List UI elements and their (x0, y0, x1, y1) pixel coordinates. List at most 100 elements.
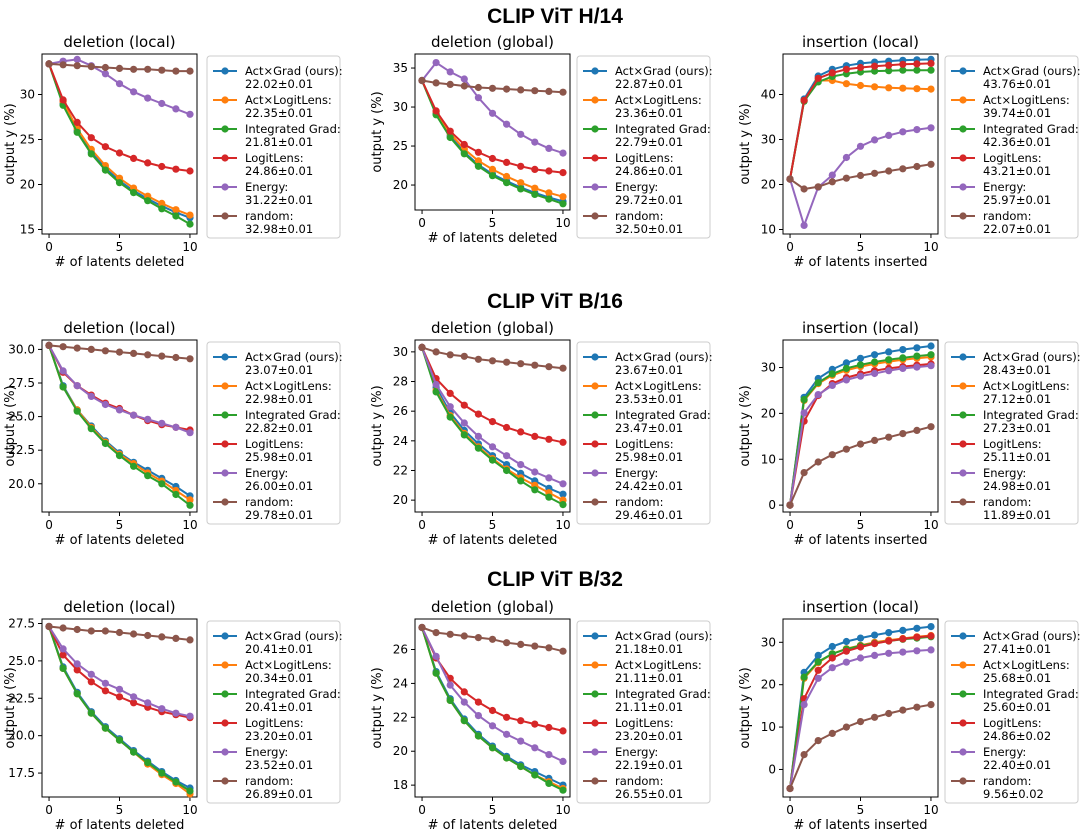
data-point (559, 169, 567, 177)
data-point (828, 381, 836, 389)
legend-score: 25.98±0.01 (615, 450, 683, 464)
x-axis-label: # of latents deleted (55, 533, 185, 548)
legend-score: 25.68±0.01 (983, 671, 1051, 685)
data-point (144, 415, 152, 423)
legend-score: 27.12±0.01 (983, 392, 1051, 406)
data-point (460, 698, 468, 706)
data-point (899, 706, 907, 714)
data-point (144, 351, 152, 359)
data-point (913, 344, 921, 352)
y-tick-label: 10 (761, 452, 776, 466)
data-point (927, 85, 935, 93)
data-point (73, 666, 81, 674)
legend-swatch-marker (591, 125, 599, 133)
legend-label: Integrated Grad: (983, 687, 1079, 701)
data-point (460, 140, 468, 149)
data-point (73, 55, 81, 64)
legend-label: LogitLens: (615, 151, 674, 165)
legend-score: 32.98±0.01 (245, 222, 313, 236)
legend-swatch-marker (591, 440, 599, 448)
data-point (101, 143, 109, 151)
legend-swatch-marker (221, 154, 229, 162)
legend-score: 25.98±0.01 (245, 450, 313, 464)
chart-title: deletion (global) (431, 598, 554, 616)
legend-label: Act×Grad (ours): (615, 350, 713, 364)
legend-label: LogitLens: (983, 716, 1042, 730)
data-point (87, 678, 95, 686)
data-point (503, 179, 511, 187)
data-point (460, 75, 468, 83)
data-point (144, 472, 152, 480)
data-point (517, 86, 525, 94)
legend-swatch-marker (591, 690, 599, 698)
legend-label: Act×Grad (ours): (983, 64, 1080, 78)
data-point (842, 153, 851, 162)
data-point (488, 357, 497, 365)
data-point (446, 696, 454, 705)
legend-label: LogitLens: (245, 716, 304, 730)
legend-swatch-marker (959, 690, 967, 698)
data-point (432, 348, 440, 356)
legend-score: 22.35±0.01 (245, 106, 313, 120)
chart-panel-9: insertion (local) 0 5 10 0 10 20 30 # of latents… (738, 598, 1080, 833)
data-point (488, 172, 497, 180)
legend-label: Act×LogitLens: (983, 379, 1070, 393)
data-point (87, 627, 95, 635)
legend-score: 23.67±0.01 (615, 363, 683, 377)
legend-swatch-marker (591, 67, 599, 75)
chart-panel-6: insertion (local) 0 5 10 0 10 20 30 # of latents… (738, 319, 1080, 548)
x-tick-label: 10 (182, 240, 197, 254)
data-point (73, 690, 81, 698)
legend-score: 22.79±0.01 (615, 135, 683, 149)
data-point (545, 363, 553, 371)
x-tick-label: 5 (116, 518, 124, 532)
data-point (545, 167, 553, 175)
legend: Act×Grad (ours):27.41±0.01 Act×LogitLens:… (944, 620, 1080, 804)
data-point (503, 423, 511, 432)
data-point (828, 451, 836, 459)
legend-label: Integrated Grad: (245, 122, 341, 136)
data-point (186, 787, 194, 795)
data-point (856, 361, 865, 369)
legend-label: Integrated Grad: (245, 687, 341, 701)
data-point (503, 172, 511, 181)
data-point (488, 456, 497, 464)
data-point (927, 160, 935, 168)
y-tick-label: 15 (20, 223, 35, 237)
y-tick-label: 27.5 (8, 616, 35, 630)
data-point (913, 363, 921, 371)
data-point (913, 426, 921, 434)
data-point (59, 664, 67, 673)
data-point (87, 425, 95, 433)
data-point (885, 356, 893, 364)
legend-score: 24.42±0.01 (615, 479, 683, 493)
data-point (814, 379, 822, 387)
data-point (828, 729, 836, 738)
data-point (517, 762, 525, 771)
data-point (828, 178, 836, 186)
data-point (899, 364, 907, 372)
data-point (446, 351, 454, 359)
y-axis-label: output y (%) (738, 103, 753, 184)
data-point (59, 645, 67, 653)
chart-panel-4: deletion (local) 0 5 10 20.0 22.5 25.0 27.5 30.0… (3, 319, 343, 548)
chart-title: insertion (local) (802, 319, 919, 337)
data-point (474, 698, 482, 706)
series-line-2 (48, 345, 191, 501)
y-tick-label: 30 (393, 100, 408, 114)
data-point (101, 347, 109, 355)
data-point (172, 105, 180, 113)
legend-score: 24.86±0.01 (615, 164, 683, 178)
data-point (130, 411, 138, 419)
data-point (158, 99, 166, 108)
data-point (115, 685, 124, 693)
data-point (130, 349, 138, 357)
data-point (842, 359, 851, 367)
legend-score: 25.11±0.01 (983, 450, 1051, 464)
data-point (828, 654, 836, 662)
data-point (800, 221, 808, 229)
data-point (186, 67, 194, 75)
x-tick-label: 10 (182, 803, 197, 817)
data-point (842, 723, 851, 731)
y-tick-label: 30 (393, 345, 408, 359)
